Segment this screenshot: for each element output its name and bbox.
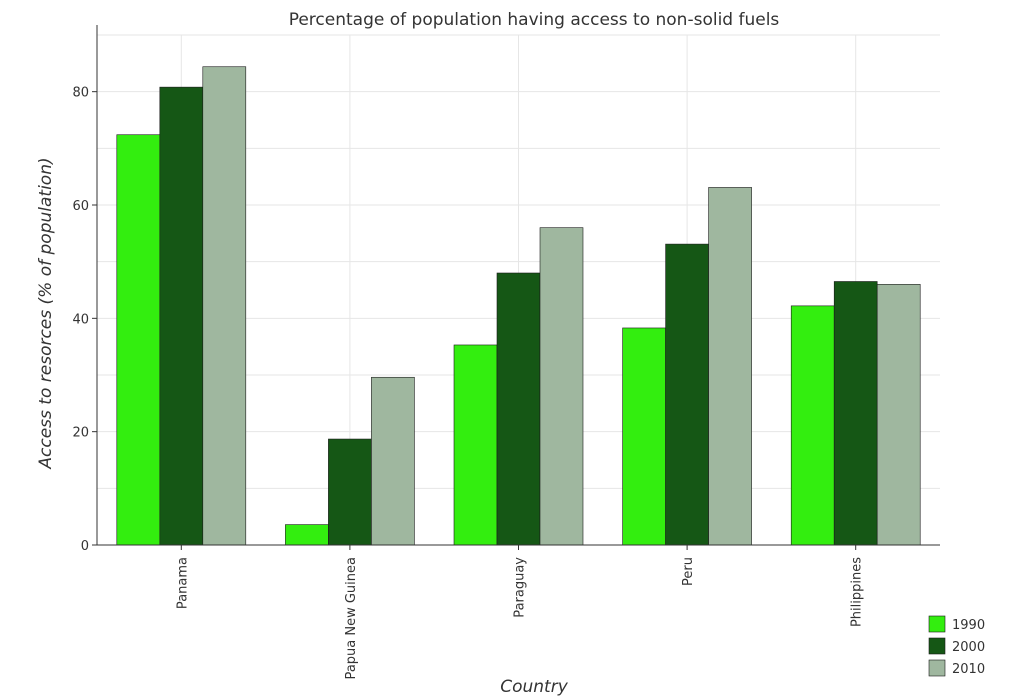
bar-2000-paraguay [496, 272, 541, 546]
x-tick-label: Papua New Guinea [344, 557, 359, 679]
legend-swatch-2010 [928, 659, 946, 677]
bar-1990-philippines [790, 305, 835, 546]
bar-2000-papua-new-guinea [328, 438, 372, 546]
y-tick-label: 60 [72, 199, 89, 214]
x-tick-label: Philippines [850, 557, 865, 627]
y-tick-label: 40 [72, 312, 89, 327]
x-tick-label: Peru [681, 557, 696, 586]
bar-2000-philippines [833, 281, 878, 546]
x-tick-label: Panama [175, 557, 190, 609]
y-tick-label: 80 [72, 86, 89, 101]
bar-2010-peru [708, 187, 752, 546]
bar-1990-peru [622, 327, 666, 546]
bar-1990-panama [116, 134, 161, 546]
bar-2010-papua-new-guinea [371, 376, 415, 546]
bar-1990-paraguay [453, 344, 498, 546]
legend-label-1990: 1990 [952, 618, 985, 633]
y-axis-title: Access to resorces (% of population) [36, 157, 56, 469]
bars [116, 66, 921, 546]
legend: 1990 2000 2010 [928, 615, 985, 677]
legend-swatch-1990 [928, 615, 946, 633]
y-tick-label: 20 [72, 426, 89, 441]
legend-label-2000: 2000 [952, 640, 985, 655]
bar-2010-panama [202, 66, 247, 546]
x-axis-title: Country [500, 677, 568, 697]
bar-2000-peru [665, 243, 709, 546]
legend-swatch-2000 [928, 637, 946, 655]
x-tick-label: Paraguay [513, 557, 528, 618]
axes: 0 20 40 60 80 Panama Papua New Guinea Paraguay P… [72, 25, 940, 679]
chart-title: Percentage of population having access t… [289, 10, 780, 30]
bar-1990-papua-new-guinea [285, 524, 329, 546]
bar-2010-philippines [876, 284, 921, 546]
bar-2000-panama [159, 86, 204, 546]
y-tick-label: 0 [81, 539, 89, 554]
bar-2010-paraguay [539, 227, 584, 546]
legend-label-2010: 2010 [952, 662, 985, 677]
